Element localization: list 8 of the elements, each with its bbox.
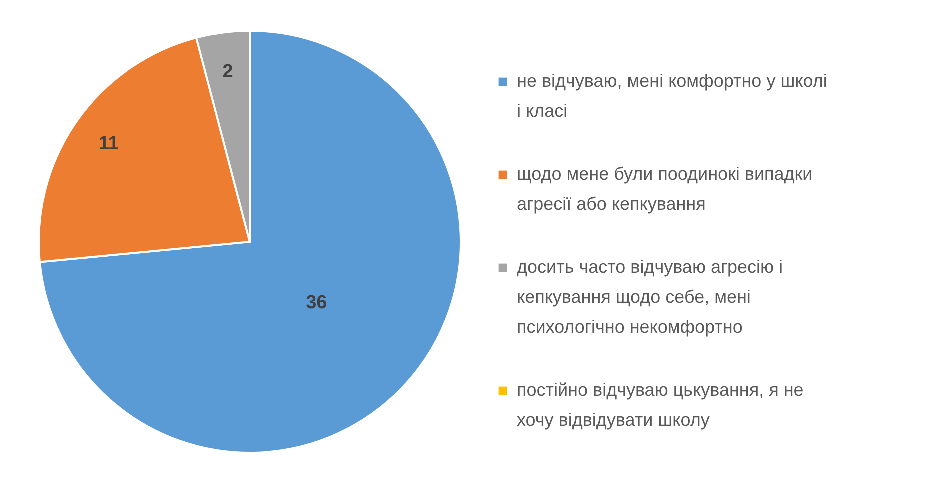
legend-label: досить часто відчуваю агресію і кепкування щодо себе, мені психологічно некомфортно: [517, 257, 784, 337]
data-label: 36: [306, 292, 328, 314]
data-label: 2: [222, 61, 234, 82]
legend-label: не відчуваю, мені комфортно у школі і класі: [517, 71, 828, 121]
data-label: 11: [98, 134, 120, 155]
pie-slice: [38, 30, 462, 454]
legend-label: постійно відчуваю цькування, я не хочу відвідувати школу: [517, 380, 804, 430]
legend-label: щодо мене були поодинокі випадки агресії або кепкування: [517, 164, 813, 214]
